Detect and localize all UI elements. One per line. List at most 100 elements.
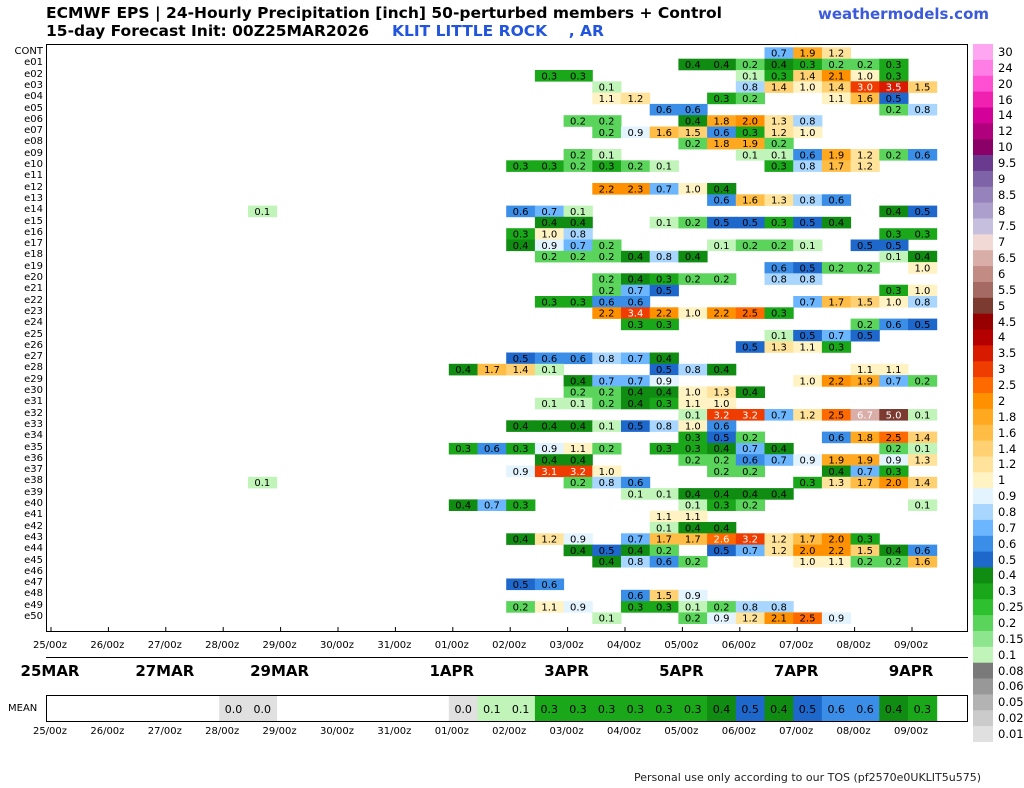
data-cell	[592, 555, 622, 568]
data-cell	[534, 578, 565, 591]
data-cell	[534, 465, 565, 478]
data-cell	[506, 578, 536, 591]
data-label: 0.6	[800, 150, 816, 161]
data-cell	[707, 522, 737, 534]
data-cell	[793, 454, 823, 466]
data-label: 0.5	[800, 331, 816, 342]
data-label: 1.3	[914, 456, 930, 467]
data-cell	[678, 431, 708, 444]
data-cell	[707, 454, 737, 466]
data-cell	[621, 284, 651, 297]
data-cell	[592, 126, 622, 139]
data-label: 0.1	[685, 602, 701, 613]
colorbar-label: 0.5	[998, 552, 1017, 567]
data-cell	[649, 273, 679, 285]
heatmap-svg: 0.7 1.9 1.20.4 0.4 0.2 0.4 0.3 0.2 0.2 0.30.3 0.3 0…	[50, 47, 938, 631]
colorbar-swatch	[973, 440, 993, 457]
data-cell	[506, 228, 536, 240]
data-label: 3.5	[886, 83, 902, 94]
data-label: 0.4	[742, 388, 758, 399]
colorbar-swatch	[973, 535, 993, 553]
data-cell	[908, 476, 938, 489]
colorbar-label: 0.01	[998, 727, 1024, 742]
data-cell	[764, 149, 794, 161]
colorbar-label: 6.5	[998, 251, 1017, 266]
data-cell	[879, 442, 909, 455]
data-cell	[563, 115, 593, 127]
colorbar-swatch	[973, 393, 993, 410]
data-cell	[592, 273, 622, 285]
data-label: 1.1	[685, 399, 701, 410]
data-label: 0.4	[513, 241, 529, 252]
data-cell	[707, 386, 737, 398]
member-label: e49	[24, 599, 43, 611]
data-label: 0.7	[771, 410, 787, 421]
data-cell	[879, 318, 909, 331]
member-label: e11	[24, 170, 43, 182]
mean-cell	[563, 696, 593, 721]
colorbar-label: 1.8	[998, 409, 1017, 424]
data-label: 0.1	[541, 399, 557, 410]
colorbar-label: 16	[998, 92, 1013, 107]
mean-label: 0.1	[512, 703, 529, 716]
data-label: 0.7	[627, 354, 643, 365]
data-label: 0.9	[828, 614, 844, 625]
colorbar-swatch	[973, 75, 993, 93]
data-cell	[908, 544, 938, 557]
mean-label: 0.3	[569, 703, 587, 716]
data-label: 0.4	[685, 117, 701, 128]
data-cell	[506, 465, 536, 478]
data-label: 0.2	[886, 557, 902, 568]
x-date-label: 29MAR	[250, 662, 310, 680]
data-label: 1.7	[800, 535, 816, 546]
data-cell	[908, 431, 938, 444]
mean-x-tick-label: 07/00z	[779, 726, 814, 737]
data-cell	[678, 488, 708, 500]
mean-label: 0.6	[856, 703, 874, 716]
data-label: 0.2	[570, 162, 586, 173]
data-label: 2.2	[828, 376, 844, 387]
member-label: e25	[24, 328, 43, 340]
data-label: 0.2	[685, 275, 701, 286]
data-cell	[678, 601, 708, 613]
data-cell	[793, 115, 823, 127]
colorbar-label: 3.5	[998, 346, 1017, 361]
data-label: 1.0	[800, 557, 816, 568]
data-label: 0.4	[627, 546, 643, 557]
data-label: 3.2	[570, 467, 586, 478]
data-cell	[707, 431, 737, 444]
data-label: 0.7	[857, 467, 873, 478]
data-cell	[678, 363, 708, 376]
x-date-label: 1APR	[429, 662, 475, 680]
data-label: 0.7	[656, 184, 672, 195]
data-label: 0.8	[800, 196, 816, 207]
data-cell	[908, 375, 938, 387]
data-label: 1.7	[857, 478, 873, 489]
data-cell	[534, 250, 565, 263]
data-label: 1.2	[771, 535, 787, 546]
data-cell	[707, 363, 737, 376]
mean-cell	[621, 696, 651, 721]
mean-label: 0.4	[770, 703, 788, 716]
data-cell	[678, 589, 708, 602]
site-link[interactable]: weathermodels.com	[818, 5, 990, 23]
data-label: 0.6	[886, 320, 902, 331]
data-cell	[621, 555, 651, 568]
data-cell	[621, 183, 651, 195]
data-label: 0.4	[627, 399, 643, 410]
mean-x-tick-label: 28/00z	[205, 726, 240, 737]
data-label: 0.6	[484, 444, 500, 455]
data-cell	[821, 296, 852, 308]
data-label: 2.5	[828, 410, 844, 421]
data-cell	[850, 296, 880, 308]
data-label: 3.2	[742, 535, 758, 546]
mean-cell	[477, 696, 507, 721]
data-cell	[850, 533, 880, 545]
mean-x-tick-label: 05/00z	[664, 726, 699, 737]
data-cell	[506, 499, 536, 511]
data-cell	[793, 262, 823, 274]
data-label: 0.4	[828, 467, 844, 478]
data-label: 1.7	[685, 535, 701, 546]
data-label: 0.8	[800, 275, 816, 286]
mean-label: 0.0	[254, 703, 271, 716]
